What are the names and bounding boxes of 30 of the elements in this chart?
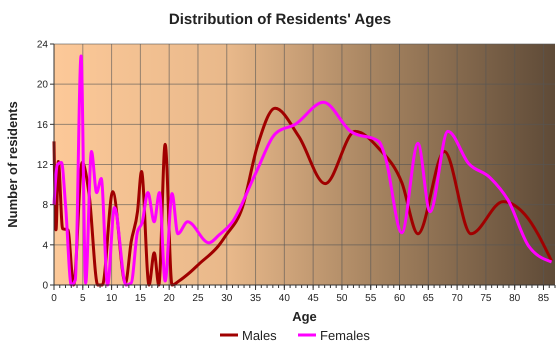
y-tick-label: 0 [42, 280, 48, 292]
x-tick-label: 85 [538, 293, 550, 304]
x-tick-label: 55 [365, 293, 377, 304]
y-tick-label: 8 [42, 200, 48, 212]
y-tick-label: 24 [36, 40, 48, 50]
y-tick-label: 12 [36, 160, 48, 171]
legend-label: Males [242, 328, 278, 343]
x-tick-label: 40 [278, 293, 290, 304]
x-tick-label: 70 [452, 293, 464, 304]
x-tick-label: 20 [164, 293, 176, 304]
x-tick-label: 25 [192, 293, 204, 304]
x-tick-label: 15 [134, 293, 146, 304]
x-tick-label: 50 [336, 293, 348, 304]
y-tick-label: 20 [36, 80, 48, 91]
x-tick-label: 10 [106, 293, 118, 304]
x-tick-label: 45 [308, 293, 320, 304]
x-tick-label: 65 [422, 293, 434, 304]
x-axis-title: Age [292, 309, 317, 324]
x-tick-label: 60 [394, 293, 406, 304]
x-tick-label: 80 [509, 293, 521, 304]
y-axis-title: Number of residents [5, 101, 20, 228]
y-tick-label: 4 [42, 240, 48, 252]
x-tick-label: 75 [480, 293, 492, 304]
x-tick-label: 0 [51, 293, 58, 304]
legend-label: Females [320, 328, 370, 343]
y-tick-label: 16 [36, 120, 48, 131]
chart-title: Distribution of Residents' Ages [168, 11, 392, 28]
x-tick-label: 35 [250, 293, 262, 304]
x-tick-label: 5 [80, 293, 86, 304]
x-tick-label: 30 [221, 293, 233, 304]
